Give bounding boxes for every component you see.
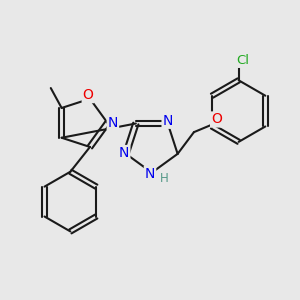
Text: N: N bbox=[163, 114, 173, 128]
Text: N: N bbox=[119, 146, 129, 160]
Text: N: N bbox=[145, 167, 155, 181]
Text: N: N bbox=[108, 116, 118, 130]
Text: Cl: Cl bbox=[237, 54, 250, 67]
Text: H: H bbox=[160, 172, 169, 185]
Text: O: O bbox=[83, 88, 94, 102]
Text: O: O bbox=[211, 112, 222, 127]
